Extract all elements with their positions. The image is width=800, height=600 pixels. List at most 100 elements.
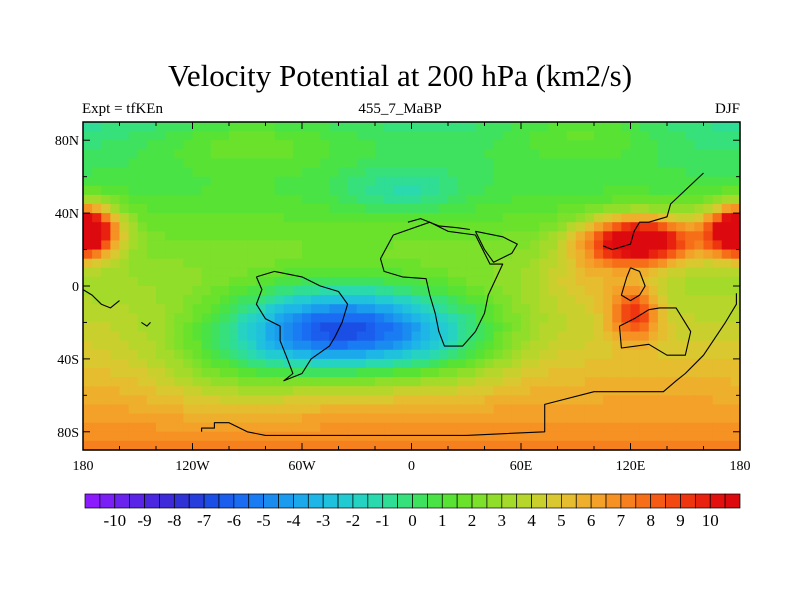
field-cell [667,267,677,278]
field-cell [128,204,139,214]
field-cell [639,331,650,342]
field-cell [393,304,403,314]
field-cell [402,295,413,305]
field-cell [375,240,385,251]
field-cell [475,249,486,260]
field-cell [530,358,540,369]
field-cell [521,286,531,296]
field-cell [584,267,595,278]
field-cell [302,349,312,360]
field-cell [183,213,194,223]
field-cell [156,240,166,251]
field-cell [365,131,376,141]
field-cell [192,440,203,451]
field-cell [694,349,705,360]
field-cell [384,213,394,223]
field-cell [384,358,394,369]
field-cell [621,167,632,178]
field-cell [265,340,276,351]
field-cell [201,368,212,378]
field-cell [694,267,705,278]
field-cell [730,158,741,169]
field-cell [411,276,422,287]
field-cell [128,377,139,387]
field-cell [83,276,93,287]
field-cell [548,258,559,269]
field-cell [292,404,303,415]
field-cell [548,422,559,433]
field-cell [137,395,148,406]
field-cell [365,249,376,260]
field-cell [365,185,376,196]
field-cell [493,404,504,415]
field-cell [685,276,695,287]
field-cell [110,413,121,424]
field-cell [420,131,431,141]
field-cell [92,313,102,324]
field-cell [375,431,385,442]
field-cell [165,249,175,260]
field-cell [657,304,668,314]
field-cell [247,240,257,251]
field-cell [174,249,184,260]
field-cell [329,258,340,269]
field-cell [219,276,230,287]
field-cell [639,276,650,287]
field-cell [694,231,705,242]
field-cell [393,176,403,187]
field-cell [502,222,513,232]
field-cell [511,131,522,141]
field-cell [429,358,440,369]
field-cell [511,395,522,406]
field-cell [448,249,458,260]
field-cell [375,122,385,132]
field-cell [174,377,184,387]
field-cell [484,377,495,387]
field-cell [584,440,595,451]
colorbar-swatch [218,493,235,509]
field-cell [83,431,93,442]
field-cell [201,322,212,333]
field-cell [101,413,111,424]
field-cell [457,368,467,378]
field-cell [92,358,102,369]
field-cell [402,131,413,141]
field-cell [521,340,531,351]
field-cell [146,222,157,232]
field-cell [137,313,148,324]
field-cell [575,176,586,187]
field-cell [630,368,641,378]
field-cell [311,213,321,223]
field-cell [539,331,549,342]
field-cell [575,431,586,442]
field-cell [156,340,166,351]
field-cell [101,340,111,351]
field-cell [210,167,221,178]
field-cell [393,331,403,342]
field-cell [557,386,568,396]
field-cell [521,131,531,141]
field-cell [302,204,312,214]
field-cell [484,286,495,296]
field-cell [457,185,467,196]
field-cell [594,349,604,360]
field-cell [594,440,604,451]
field-cell [703,340,714,351]
field-cell [83,304,93,314]
field-cell [365,258,376,269]
field-cell [229,422,239,433]
field-cell [219,322,230,333]
field-cell [192,213,203,223]
field-cell [256,313,267,324]
field-cell [502,276,513,287]
field-cell [521,176,531,187]
field-cell [302,158,312,169]
field-cell [648,295,659,305]
field-cell [712,431,723,442]
field-cell [648,395,659,406]
field-cell [302,231,312,242]
field-cell [730,258,741,269]
field-cell [256,258,267,269]
field-cell [429,404,440,415]
field-cell [475,140,486,150]
